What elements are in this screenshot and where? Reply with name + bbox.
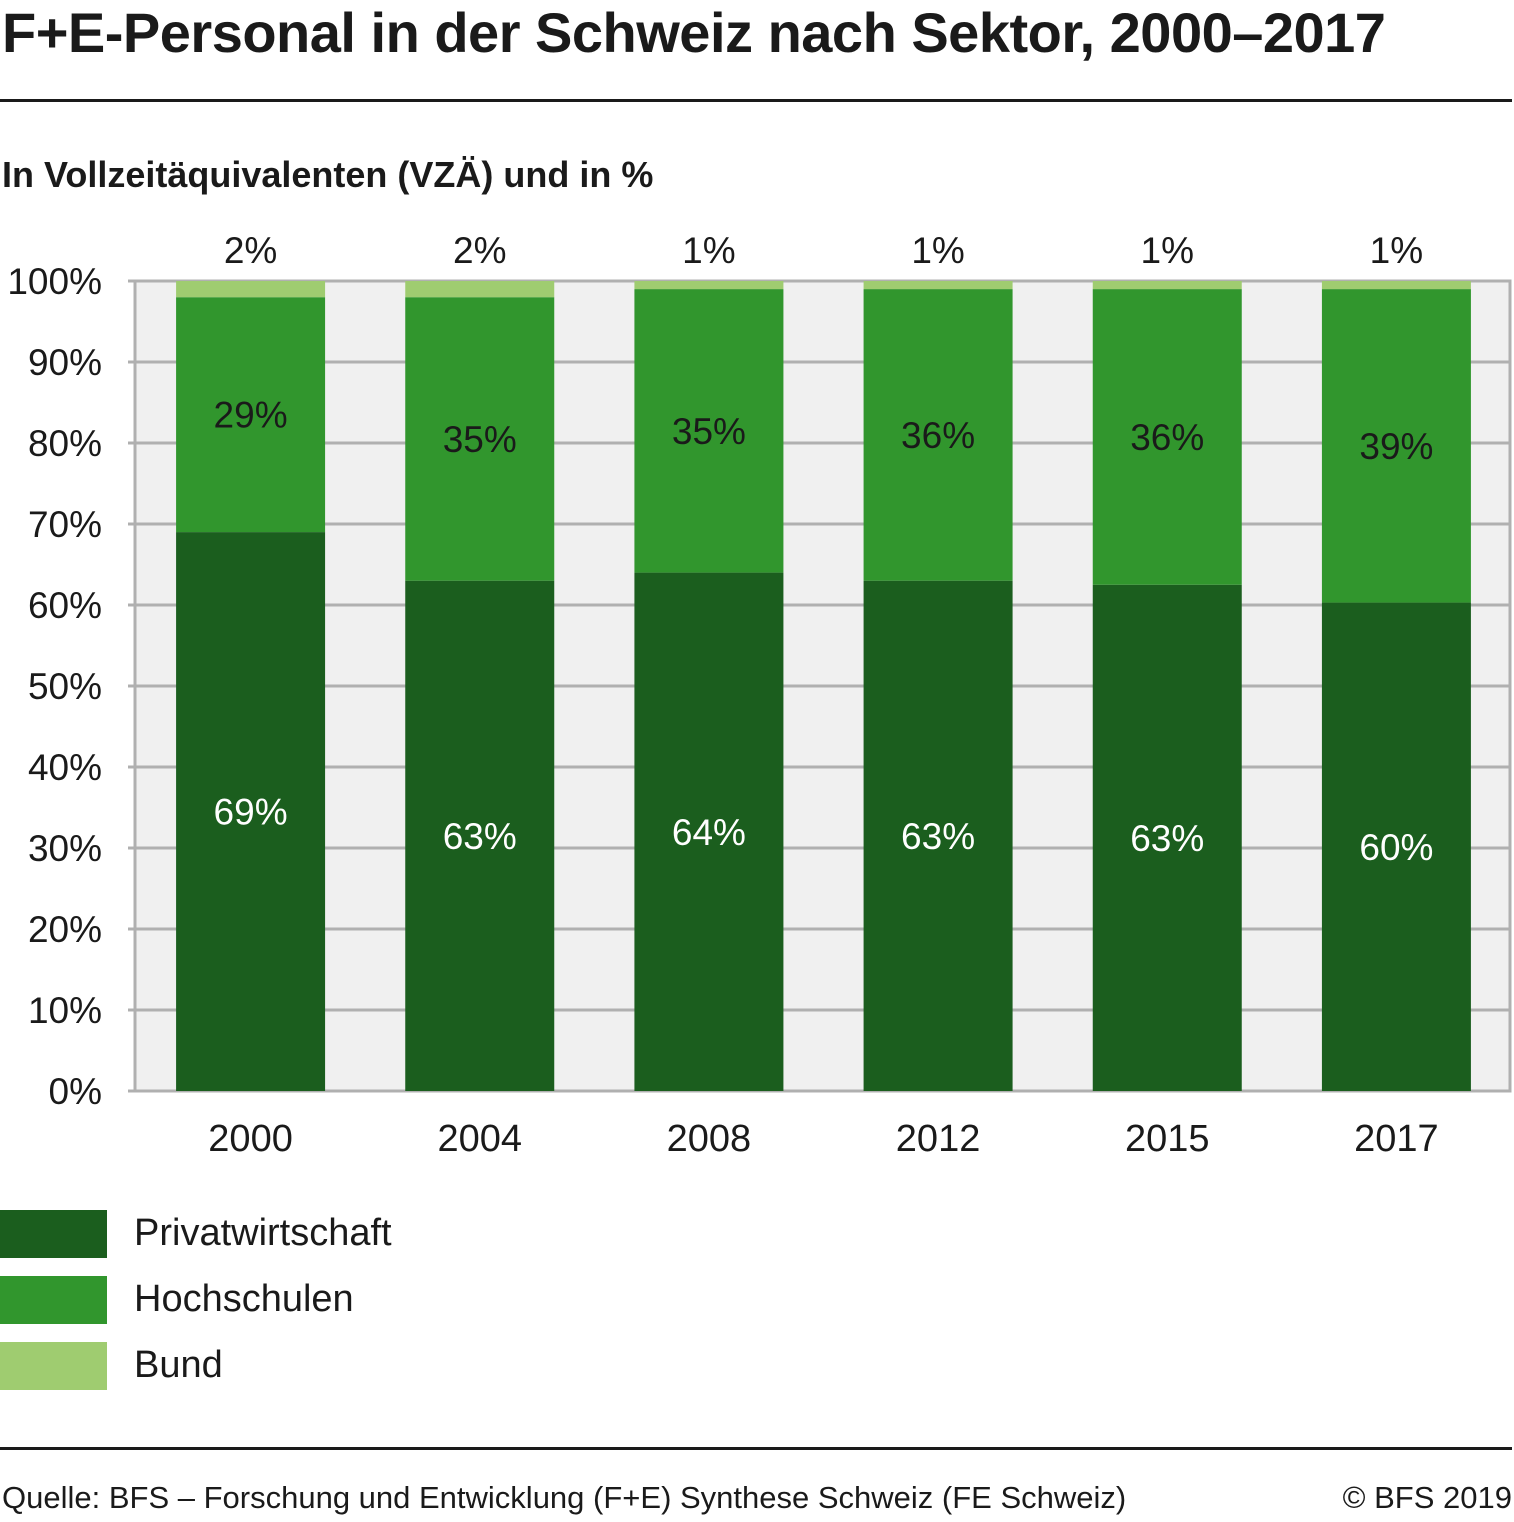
x-tick-label: 2015 bbox=[1125, 1118, 1210, 1160]
legend-label-bund: Bund bbox=[134, 1344, 223, 1386]
data-label: 39% bbox=[1359, 426, 1433, 467]
legend-label-privatwirtschaft: Privatwirtschaft bbox=[134, 1212, 392, 1254]
bar-hochschulen-2000 bbox=[176, 297, 326, 533]
data-label: 29% bbox=[214, 395, 288, 436]
bar-privatwirtschaft-2015 bbox=[1092, 584, 1242, 1091]
data-label: 63% bbox=[1130, 818, 1204, 859]
chart-title: F+E-Personal in der Schweiz nach Sektor,… bbox=[2, 1, 1386, 64]
bar-bund-2015 bbox=[1092, 281, 1242, 290]
data-label: 1% bbox=[1370, 230, 1423, 271]
bar-hochschulen-2004 bbox=[405, 297, 555, 581]
y-tick-label: 80% bbox=[28, 423, 102, 464]
footer-divider bbox=[0, 1447, 1512, 1450]
data-label: 63% bbox=[901, 816, 975, 857]
y-tick-label: 10% bbox=[28, 990, 102, 1031]
legend-swatch-hochschulen bbox=[0, 1276, 107, 1324]
x-tick-label: 2000 bbox=[208, 1118, 293, 1160]
y-tick-label: 40% bbox=[28, 747, 102, 788]
bar-bund-2017 bbox=[1321, 281, 1471, 290]
data-label: 60% bbox=[1359, 827, 1433, 868]
data-label: 35% bbox=[443, 419, 517, 460]
source-note: Quelle: BFS – Forschung und Entwicklung … bbox=[2, 1480, 1127, 1515]
bar-hochschulen-2017 bbox=[1321, 289, 1471, 603]
bar-bund-2000 bbox=[176, 281, 326, 298]
data-label: 1% bbox=[682, 230, 735, 271]
data-label: 2% bbox=[453, 230, 506, 271]
data-label: 1% bbox=[911, 230, 964, 271]
bar-bund-2008 bbox=[634, 281, 784, 290]
bar-hochschulen-2012 bbox=[863, 289, 1013, 581]
legend-label-hochschulen: Hochschulen bbox=[134, 1278, 354, 1320]
y-tick-label: 20% bbox=[28, 909, 102, 950]
bar-privatwirtschaft-2012 bbox=[863, 580, 1013, 1091]
data-label: 2% bbox=[224, 230, 277, 271]
data-label: 36% bbox=[901, 415, 975, 456]
chart-subtitle: In Vollzeitäquivalenten (VZÄ) und in % bbox=[2, 154, 654, 195]
bar-hochschulen-2015 bbox=[1092, 289, 1242, 585]
data-label: 69% bbox=[214, 792, 288, 833]
data-label: 63% bbox=[443, 816, 517, 857]
copyright-note: © BFS 2019 bbox=[1342, 1480, 1512, 1515]
bar-privatwirtschaft-2000 bbox=[176, 532, 326, 1091]
bar-privatwirtschaft-2008 bbox=[634, 572, 784, 1091]
y-tick-label: 90% bbox=[28, 342, 102, 383]
stacked-bar-chart: 0% 10% 20% 30% 40% 50% 60% 70% 80% 90% 100% 69% 29% 2… bbox=[7, 230, 1512, 1160]
data-label: 64% bbox=[672, 812, 746, 853]
bar-bund-2004 bbox=[405, 281, 555, 298]
x-tick-label: 2012 bbox=[896, 1118, 981, 1160]
data-label: 35% bbox=[672, 411, 746, 452]
y-tick-label: 70% bbox=[28, 504, 102, 545]
bar-bund-2012 bbox=[863, 281, 1013, 290]
x-tick-label: 2008 bbox=[667, 1118, 752, 1160]
bar-hochschulen-2008 bbox=[634, 289, 784, 573]
title-divider bbox=[0, 99, 1512, 102]
y-tick-label: 60% bbox=[28, 585, 102, 626]
legend-swatch-privatwirtschaft bbox=[0, 1210, 107, 1258]
y-tick-label: 100% bbox=[7, 261, 102, 302]
y-tick-label: 0% bbox=[49, 1071, 102, 1112]
y-tick-label: 50% bbox=[28, 666, 102, 707]
x-tick-label: 2017 bbox=[1354, 1118, 1439, 1160]
bar-privatwirtschaft-2017 bbox=[1321, 602, 1471, 1091]
data-label: 36% bbox=[1130, 417, 1204, 458]
x-tick-label: 2004 bbox=[437, 1118, 522, 1160]
legend-swatch-bund bbox=[0, 1342, 107, 1390]
bar-privatwirtschaft-2004 bbox=[405, 580, 555, 1091]
y-tick-label: 30% bbox=[28, 828, 102, 869]
data-label: 1% bbox=[1141, 230, 1194, 271]
